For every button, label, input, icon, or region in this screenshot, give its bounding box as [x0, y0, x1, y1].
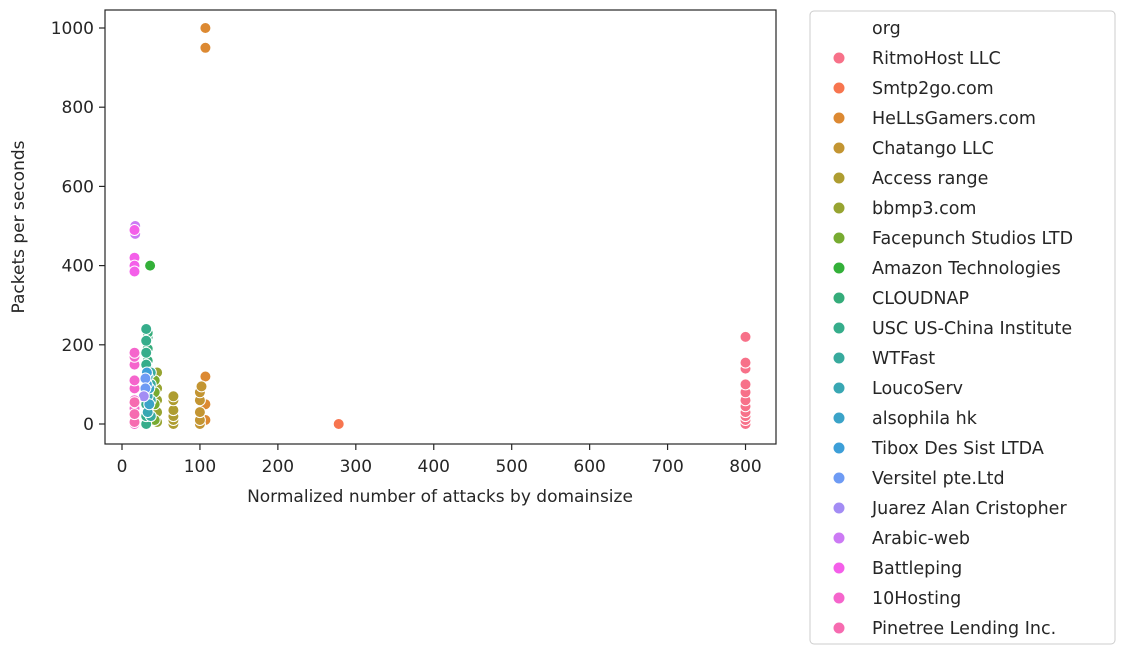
x-tick-label: 700: [651, 457, 683, 477]
legend-label: Amazon Technologies: [872, 259, 1061, 279]
data-point: [140, 346, 153, 359]
legend-marker: [832, 531, 846, 545]
legend-marker: [832, 51, 846, 65]
y-tick-label: 1000: [51, 19, 94, 39]
data-point: [199, 22, 212, 34]
x-tick-label: 300: [340, 457, 372, 477]
legend-marker: [832, 441, 846, 455]
y-tick-label: 400: [62, 257, 94, 277]
legend-label: Pinetree Lending Inc.: [872, 619, 1056, 639]
legend-marker: [832, 591, 846, 605]
legend-marker: [832, 621, 846, 635]
legend-marker: [832, 81, 846, 95]
points-layer: [128, 22, 752, 430]
data-point: [128, 408, 141, 421]
data-point: [195, 380, 208, 393]
legend-label: Juarez Alan Cristopher: [871, 499, 1067, 519]
legend-marker: [832, 291, 846, 305]
data-point: [739, 356, 752, 369]
legend-label: Arabic-web: [872, 529, 970, 549]
legend-marker: [832, 471, 846, 485]
x-tick-label: 0: [117, 457, 128, 477]
data-point: [128, 224, 141, 236]
data-point: [332, 418, 345, 430]
data-point: [199, 41, 212, 54]
data-point: [128, 374, 141, 387]
legend-label: USC US-China Institute: [872, 319, 1072, 339]
legend-label: LoucoServ: [872, 379, 963, 399]
legend-marker: [832, 321, 846, 335]
y-axis-title: Packets per seconds: [9, 140, 29, 313]
legend-label: Versitel pte.Ltd: [872, 469, 1005, 489]
legend-label: bbmp3.com: [872, 199, 976, 219]
legend-marker: [832, 261, 846, 275]
x-tick-label: 800: [729, 457, 761, 477]
legend-marker: [832, 561, 846, 575]
x-tick-label: 200: [262, 457, 294, 477]
x-tick-label: 500: [495, 457, 527, 477]
x-tick-label: 400: [418, 457, 450, 477]
data-point: [140, 323, 153, 335]
data-point: [128, 346, 141, 359]
data-point: [167, 404, 180, 417]
legend-label: Tibox Des Sist LTDA: [871, 439, 1044, 459]
legend-marker: [832, 411, 846, 425]
data-point: [199, 370, 212, 383]
data-point: [167, 390, 180, 403]
axis-ticks: 0 100 200 300 400 500 600 700 800 0 200 400 600 800 10…: [51, 19, 762, 477]
legend: org RitmoHost LLC Smtp2go.com HeLLsGamers.…: [809, 10, 1116, 645]
data-point: [128, 265, 141, 278]
legend-marker: [832, 111, 846, 125]
legend-label: HeLLsGamers.com: [872, 109, 1036, 129]
data-point: [139, 372, 152, 385]
x-tick-label: 100: [184, 457, 216, 477]
data-point: [140, 334, 153, 347]
legend-label: RitmoHost LLC: [872, 49, 1001, 69]
legend-title: org: [872, 19, 901, 39]
legend-frame: [809, 10, 1116, 645]
legend-label: Chatango LLC: [872, 139, 994, 159]
data-point: [739, 330, 752, 343]
legend-marker: [832, 201, 846, 215]
legend-marker: [832, 231, 846, 245]
legend-marker: [832, 171, 846, 185]
legend-label: 10Hosting: [872, 589, 961, 609]
plot-area-frame: [104, 9, 777, 445]
x-tick-label: 600: [573, 457, 605, 477]
legend-label: Battleping: [872, 559, 962, 579]
legend-marker: [832, 351, 846, 365]
data-point: [193, 406, 206, 419]
legend-label: Facepunch Studios LTD: [872, 229, 1073, 249]
data-point: [128, 396, 141, 409]
y-tick-label: 600: [62, 177, 94, 197]
legend-label: Smtp2go.com: [872, 79, 994, 99]
legend-label: CLOUDNAP: [872, 289, 969, 309]
data-point: [739, 378, 752, 391]
data-point: [144, 259, 157, 272]
legend-marker: [832, 381, 846, 395]
legend-label: WTFast: [872, 349, 935, 369]
y-tick-label: 0: [83, 415, 94, 435]
legend-label: Access range: [872, 169, 988, 189]
y-tick-label: 800: [62, 98, 94, 118]
legend-label: alsophila hk: [872, 409, 978, 429]
x-axis-title: Normalized number of attacks by domainsi…: [247, 487, 633, 507]
legend-marker: [832, 501, 846, 515]
legend-marker: [832, 141, 846, 155]
y-tick-label: 200: [62, 336, 94, 356]
